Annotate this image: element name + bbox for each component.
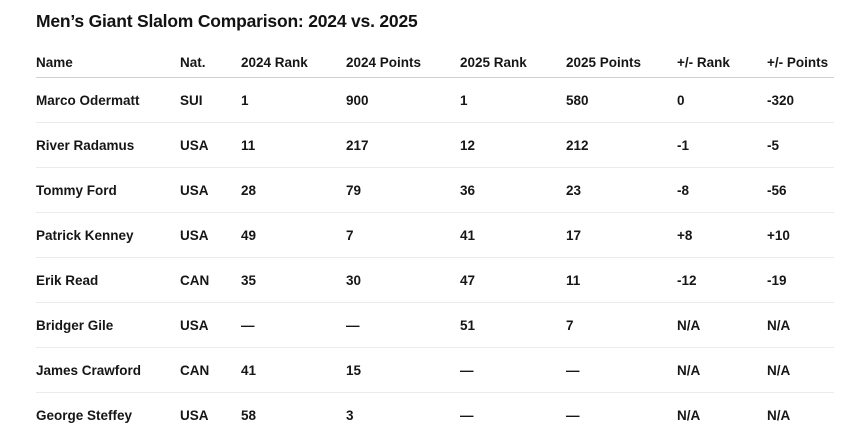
table-cell: -5: [767, 122, 834, 168]
table-cell: 12: [460, 122, 566, 168]
table-cell: N/A: [767, 302, 834, 348]
table-cell: Patrick Kenney: [36, 212, 180, 258]
table-cell: —: [460, 347, 566, 393]
table-cell: SUI: [180, 77, 241, 123]
table-cell: -19: [767, 257, 834, 303]
page-title: Men’s Giant Slalom Comparison: 2024 vs. …: [36, 11, 418, 31]
table-cell: 47: [460, 257, 566, 303]
column-header: Nat.: [180, 47, 241, 78]
column-header: 2024 Points: [346, 47, 460, 78]
table-cell: 23: [566, 167, 677, 213]
table-row: Patrick Kenney USA 49 7 41 17 +8 +10: [36, 212, 834, 258]
table-cell: —: [241, 302, 346, 348]
table-header: Name Nat. 2024 Rank 2024 Points 2025 Rank 202…: [36, 47, 834, 78]
table-cell: 36: [460, 167, 566, 213]
table-cell: 51: [460, 302, 566, 348]
table-cell: -12: [677, 257, 767, 303]
table-cell: Bridger Gile: [36, 302, 180, 348]
table-cell: 15: [346, 347, 460, 393]
table-cell: USA: [180, 167, 241, 213]
table-cell: 580: [566, 77, 677, 123]
column-header: 2024 Rank: [241, 47, 346, 78]
header-row: Name Nat. 2024 Rank 2024 Points 2025 Rank 202…: [36, 47, 834, 78]
table-cell: 212: [566, 122, 677, 168]
column-header: 2025 Rank: [460, 47, 566, 78]
column-header: +/- Points: [767, 47, 834, 78]
table-row: Bridger Gile USA — —51 7 N/A N/A: [36, 302, 834, 348]
table-cell: 900: [346, 77, 460, 123]
table-cell: 7: [346, 212, 460, 258]
column-header: 2025 Points: [566, 47, 677, 78]
table-cell: 49: [241, 212, 346, 258]
table-cell: 3: [346, 407, 354, 423]
table-cell: -8: [677, 167, 767, 213]
table-cell: 0: [677, 77, 767, 123]
table-cell: 30: [346, 257, 460, 303]
table-cell: -1: [677, 122, 767, 168]
table-cell: 1: [460, 77, 566, 123]
table-row: Marco Odermatt SUI 1 900 1 580 0 -320: [36, 77, 834, 123]
table-cell: +10: [767, 212, 834, 258]
column-header: +/- Rank: [677, 47, 767, 78]
table-cell: 58: [241, 407, 257, 423]
table-cell: -320: [767, 77, 834, 123]
table-cell: N/A: [767, 407, 791, 423]
table-row: James Crawford CAN 41 15— — N/A N/A: [36, 347, 834, 393]
table-row: Erik Read CAN 35 30 47 11 -12 -19: [36, 257, 834, 303]
table-cell: George Steffey: [36, 407, 133, 423]
table-cell: —: [460, 407, 474, 423]
table-cell: Marco Odermatt: [36, 77, 180, 123]
table-cell: 7: [566, 302, 677, 348]
table-cell: Erik Read: [36, 257, 180, 303]
table-cell: -56: [767, 167, 834, 213]
table-cell: James Crawford: [36, 347, 180, 393]
table-cell: 1: [241, 77, 346, 123]
table-cell: N/A: [677, 302, 767, 348]
table-cell: +8: [677, 212, 767, 258]
table-cell: USA: [180, 212, 241, 258]
table-cell: 11: [566, 257, 677, 303]
table-cell: N/A: [767, 347, 834, 393]
table-cell: USA: [180, 122, 241, 168]
table-cell: Tommy Ford: [36, 167, 180, 213]
table-body: Marco Odermatt SUI 1 900 1 580 0 -320 River Rada…: [36, 77, 834, 438]
table-row: George Steffey USA 58 3 — — N/A N/A: [36, 393, 834, 438]
column-header: Name: [36, 47, 180, 78]
table-cell: River Radamus: [36, 122, 180, 168]
table-cell: 35: [241, 257, 346, 303]
table-cell: N/A: [677, 407, 701, 423]
table-cell: CAN: [180, 257, 241, 303]
table-cell: 79: [346, 167, 460, 213]
table-cell: USA: [180, 407, 209, 423]
table-cell: CAN: [180, 347, 241, 393]
table-cell: —: [346, 302, 460, 348]
table-cell: —: [566, 407, 580, 423]
table-cell: 28: [241, 167, 346, 213]
table-cell: 41: [460, 212, 566, 258]
table-cell: 217: [346, 122, 460, 168]
table-row: River Radamus USA 11 217 12 212 -1 -5: [36, 122, 834, 168]
table-cell: USA: [180, 302, 241, 348]
table-cell: —: [566, 347, 677, 393]
comparison-table: Name Nat. 2024 Rank 2024 Points 2025 Rank 202…: [36, 47, 834, 437]
table-cell: N/A: [677, 347, 767, 393]
table-row: Tommy Ford USA 28 79 36 23 -8 -56: [36, 167, 834, 213]
table-cell: 11: [241, 122, 346, 168]
table-cell: 41: [241, 347, 346, 393]
table-cell: 17: [566, 212, 677, 258]
